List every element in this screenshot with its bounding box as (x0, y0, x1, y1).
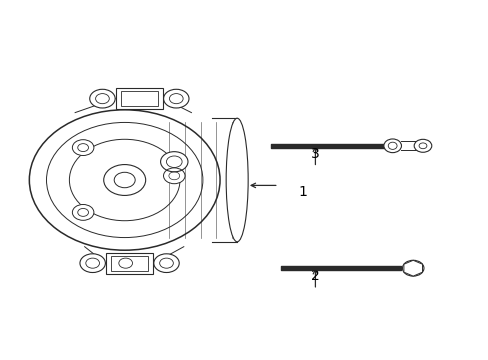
Bar (111, 256, 148, 271)
Ellipse shape (225, 118, 247, 242)
Circle shape (163, 168, 184, 184)
Circle shape (153, 254, 179, 273)
Bar (116, 88, 162, 109)
Circle shape (72, 140, 94, 156)
Circle shape (413, 139, 431, 152)
Circle shape (160, 152, 187, 172)
Circle shape (72, 204, 94, 220)
Ellipse shape (383, 139, 401, 153)
Text: 2: 2 (310, 269, 319, 283)
Text: 3: 3 (310, 147, 319, 161)
Bar (106, 253, 153, 274)
Circle shape (402, 260, 423, 276)
Bar (121, 91, 158, 106)
Bar (106, 253, 153, 274)
Text: 1: 1 (298, 185, 306, 198)
Circle shape (163, 89, 189, 108)
Bar (116, 88, 162, 109)
Circle shape (29, 110, 220, 250)
Circle shape (90, 89, 115, 108)
Circle shape (80, 254, 105, 273)
Polygon shape (403, 260, 422, 276)
